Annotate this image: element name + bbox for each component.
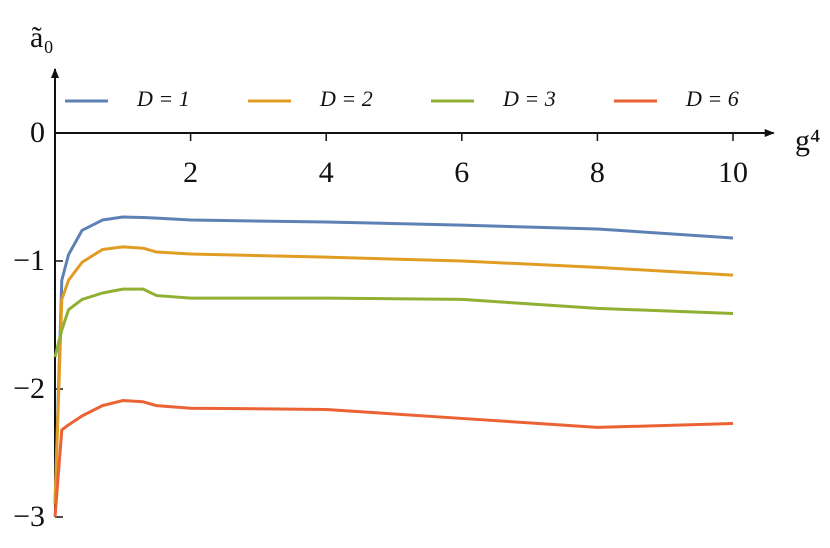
legend-text: D = 1 [136,86,190,111]
legend-text: D = 3 [502,86,556,111]
y-tick-label: −1 [13,244,45,277]
x-tick-label: 10 [718,156,748,189]
series-line [53,399,734,518]
legend-text: D = 6 [685,86,739,111]
series-line [53,215,734,505]
y-axis-label: ã₀ [30,21,54,54]
x-axis-label: g⁴ [795,124,820,157]
x-tick-label: 8 [590,156,605,189]
y-tick-label: −2 [13,372,45,405]
x-tick-label: 4 [319,156,334,189]
y-tick-label: 0 [30,116,45,149]
series-line [53,287,734,358]
series-line [53,245,734,505]
x-tick-label: 6 [454,156,469,189]
legend-text: D = 2 [319,86,373,111]
x-tick-label: 2 [183,156,198,189]
y-tick-label: −3 [13,500,45,533]
